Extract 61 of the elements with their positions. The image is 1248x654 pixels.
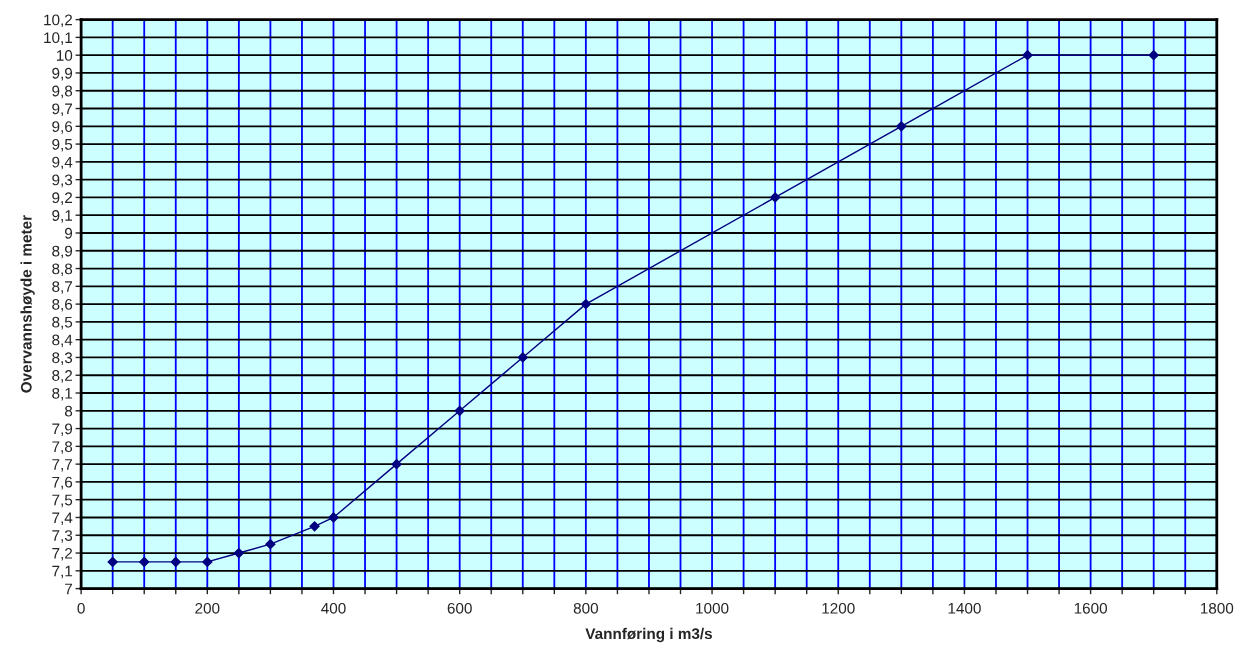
y-tick-label: 9	[65, 227, 73, 239]
y-tick-label: 7,3	[52, 530, 73, 543]
point	[202, 556, 213, 568]
point	[580, 298, 591, 310]
point	[328, 512, 339, 523]
y-tick-label: 7,7	[52, 459, 73, 472]
x-tick-label: 1600	[1074, 602, 1108, 614]
x-tick-label: 800	[573, 602, 599, 614]
y-tick-label: 7,4	[52, 512, 73, 525]
y-tick-label: 9,1	[52, 210, 73, 223]
point	[770, 192, 781, 203]
point	[896, 121, 907, 132]
y-tick-label: 10,1	[44, 32, 73, 45]
x-tick-label: 1800	[1200, 602, 1234, 614]
x-tick-label: 1000	[696, 602, 729, 614]
y-tick-label: 8,8	[52, 263, 73, 277]
x-tick-label: 600	[447, 602, 472, 614]
y-tick-label: 8,3	[52, 352, 73, 365]
y-tick-label: 9,3	[52, 174, 73, 188]
x-tick-label: 1400	[948, 602, 981, 614]
y-tick-label: 10	[56, 50, 73, 61]
y-tick-label: 8,2	[52, 370, 73, 383]
y-tick-label: 9,9	[52, 67, 73, 81]
point	[1022, 50, 1033, 61]
y-axis-title: Overvannshøyde i meter	[20, 215, 35, 393]
point	[265, 539, 276, 550]
point	[139, 556, 150, 568]
y-tick-label: 9,5	[52, 138, 73, 152]
y-tick-label: 7,6	[52, 476, 73, 490]
point	[107, 556, 118, 568]
y-tick-label: 7,9	[52, 423, 73, 437]
y-tick-label: 10,2	[44, 14, 73, 28]
y-tick-label: 9,2	[52, 192, 73, 205]
x-tick-label: 200	[195, 602, 220, 614]
y-tick-label: 7,5	[52, 494, 73, 508]
point	[233, 547, 244, 559]
y-tick-label: 8,6	[52, 298, 73, 312]
point	[454, 405, 465, 416]
x-axis-title: Vannføring i m3/s	[585, 627, 713, 643]
y-tick-label: 8,1	[52, 387, 73, 401]
point	[309, 521, 320, 532]
y-tick-label: 8,9	[52, 245, 73, 259]
y-tick-label: 7,2	[52, 547, 73, 561]
y-tick-label: 8,5	[52, 316, 73, 330]
y-tick-label: 9,4	[52, 156, 73, 170]
point	[517, 352, 528, 363]
y-tick-label: 8	[64, 405, 73, 417]
y-tick-label: 9,6	[52, 121, 73, 134]
x-tick-label: 1200	[822, 602, 855, 614]
point	[170, 556, 181, 568]
point	[1148, 50, 1159, 61]
y-tick-label: 7	[65, 583, 73, 595]
y-tick-label: 7,1	[52, 565, 73, 579]
y-tick-label: 8,7	[52, 281, 73, 294]
y-tick-label: 9,8	[52, 85, 73, 99]
x-tick-label: 0	[77, 602, 85, 614]
x-tick-label: 400	[321, 602, 346, 614]
y-tick-label: 9,7	[52, 103, 73, 117]
y-tick-label: 8,4	[52, 334, 73, 348]
point	[391, 459, 402, 470]
y-tick-label: 7,8	[52, 441, 73, 454]
